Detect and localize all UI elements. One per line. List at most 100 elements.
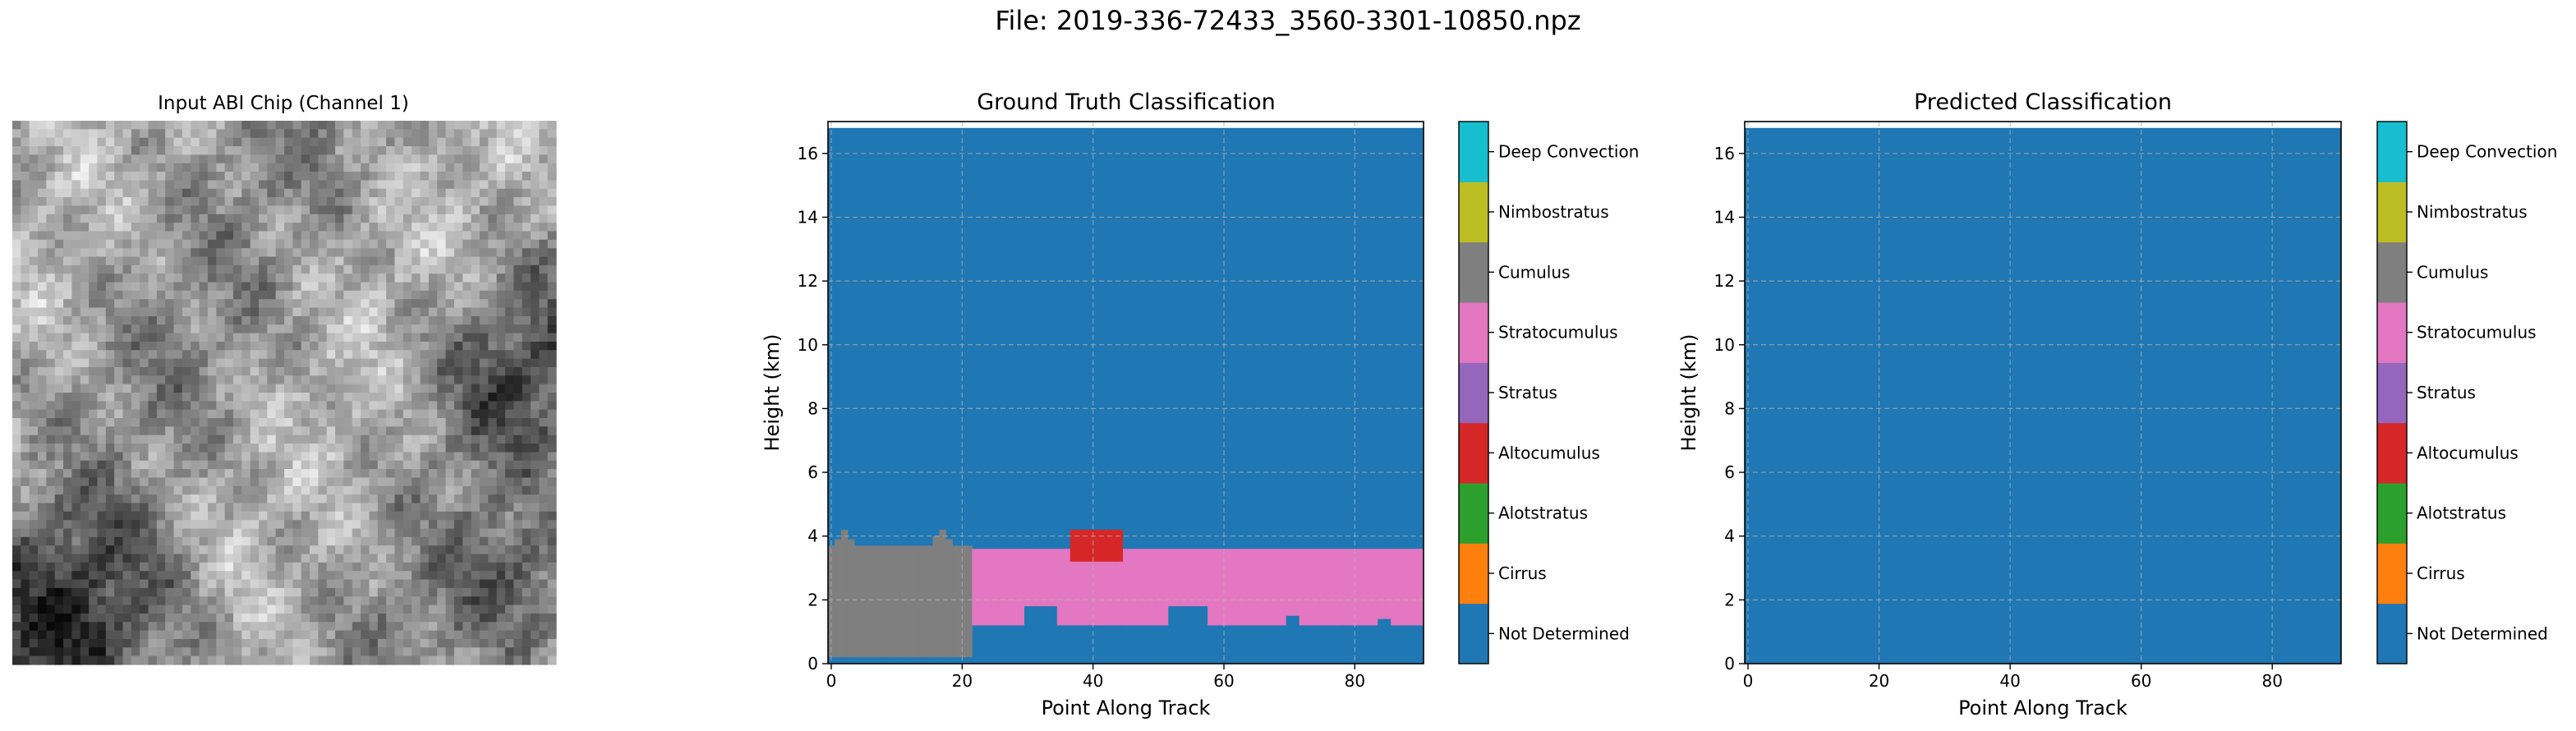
abi-pixel <box>530 605 540 614</box>
abi-pixel <box>258 333 268 343</box>
abi-pixel <box>122 205 132 215</box>
abi-pixel <box>326 638 336 648</box>
abi-pixel <box>471 469 481 479</box>
abi-pixel <box>165 434 175 444</box>
abi-pixel <box>428 333 438 343</box>
abi-pixel <box>71 223 81 232</box>
abi-pixel <box>173 511 183 521</box>
abi-pixel <box>394 655 404 665</box>
abi-pixel <box>479 528 489 538</box>
abi-pixel <box>131 485 140 495</box>
abi-pixel <box>522 163 531 172</box>
abi-pixel <box>453 571 463 581</box>
abi-pixel <box>361 172 370 182</box>
abi-pixel <box>420 511 430 521</box>
abi-pixel <box>191 647 200 657</box>
abi-pixel <box>191 231 200 241</box>
abi-pixel <box>21 129 30 139</box>
abi-pixel <box>267 444 277 453</box>
abi-pixel <box>140 503 150 513</box>
abi-pixel <box>89 477 99 487</box>
abi-pixel <box>326 647 336 657</box>
abi-pixel <box>437 307 447 317</box>
abi-pixel <box>522 129 531 139</box>
abi-pixel <box>148 554 158 563</box>
abi-pixel <box>352 290 361 300</box>
abi-pixel <box>242 426 251 436</box>
class-cell-stratocumulus <box>1030 549 1038 626</box>
abi-pixel <box>428 587 438 597</box>
abi-pixel <box>173 477 183 487</box>
abi-pixel <box>335 197 345 207</box>
abi-pixel <box>318 121 328 130</box>
abi-pixel <box>377 282 387 292</box>
abi-pixel <box>232 366 242 376</box>
abi-pixel <box>38 223 47 232</box>
abi-pixel <box>258 324 268 334</box>
abi-pixel <box>386 613 396 623</box>
abi-pixel <box>445 562 455 572</box>
abi-pixel <box>182 205 191 215</box>
abi-pixel <box>530 630 540 640</box>
abi-pixel <box>242 274 251 283</box>
abi-pixel <box>377 655 387 665</box>
abi-pixel <box>488 393 498 402</box>
abi-pixel <box>437 214 447 223</box>
abi-pixel <box>216 366 226 376</box>
abi-pixel <box>207 214 217 223</box>
abi-pixel <box>199 129 209 139</box>
abi-pixel <box>284 180 293 190</box>
abi-pixel <box>165 409 175 419</box>
abi-pixel <box>89 511 99 521</box>
abi-pixel <box>462 630 472 640</box>
abi-pixel <box>148 197 158 207</box>
abi-pixel <box>539 366 549 376</box>
abi-pixel <box>453 545 463 555</box>
abi-pixel <box>504 299 514 309</box>
abi-pixel <box>275 434 285 444</box>
abi-pixel <box>156 384 166 393</box>
abi-pixel <box>199 613 209 623</box>
abi-pixel <box>267 503 277 513</box>
abi-pixel <box>335 315 345 325</box>
abi-pixel <box>301 341 310 351</box>
abi-pixel <box>38 205 47 215</box>
abi-pixel <box>292 350 302 360</box>
abi-pixel <box>453 444 463 453</box>
abi-pixel <box>318 426 328 436</box>
class-cell-altocumulus <box>1109 529 1117 562</box>
abi-pixel <box>97 223 107 232</box>
abi-pixel <box>131 341 140 351</box>
abi-pixel <box>173 469 183 479</box>
abi-pixel <box>165 587 175 597</box>
abi-pixel <box>310 172 319 182</box>
abi-pixel <box>292 384 302 393</box>
abi-pixel <box>12 401 21 411</box>
abi-pixel <box>242 554 251 563</box>
abi-pixel <box>165 503 175 513</box>
abi-pixel <box>29 121 39 130</box>
abi-pixel <box>301 333 310 343</box>
abi-pixel <box>173 528 183 538</box>
abi-pixel <box>224 129 234 139</box>
abi-pixel <box>479 409 489 419</box>
abi-pixel <box>479 366 489 376</box>
abi-pixel <box>522 214 531 223</box>
abi-pixel <box>402 477 412 487</box>
abi-pixel <box>513 256 523 266</box>
abi-pixel <box>165 231 175 241</box>
abi-pixel <box>513 528 523 538</box>
abi-pixel <box>54 121 64 130</box>
abi-pixel <box>216 239 226 249</box>
class-cell-stratocumulus <box>1135 549 1143 626</box>
abi-pixel <box>89 520 99 530</box>
abi-pixel <box>275 647 285 657</box>
abi-pixel <box>437 579 447 589</box>
abi-pixel <box>122 137 132 147</box>
abi-pixel <box>250 137 260 147</box>
abi-pixel <box>402 409 412 419</box>
abi-pixel <box>140 409 150 419</box>
abi-pixel <box>292 375 302 385</box>
abi-pixel <box>29 384 39 393</box>
abi-pixel <box>318 409 328 419</box>
